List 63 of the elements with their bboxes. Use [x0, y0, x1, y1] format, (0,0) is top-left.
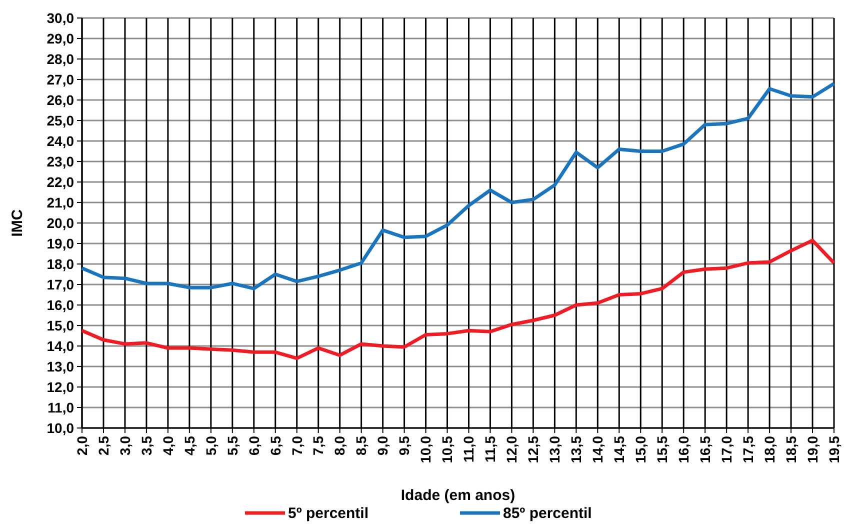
- x-tick-label: 5,5: [224, 436, 240, 456]
- x-tick-label: 11,5: [482, 436, 498, 462]
- y-tick-label: 23,0: [46, 153, 74, 170]
- x-tick-label: 16,5: [696, 436, 713, 464]
- x-tick-label: 19,5: [826, 436, 842, 464]
- legend-label: 5º percentil: [288, 505, 369, 522]
- y-tick-label: 18,0: [46, 256, 74, 272]
- x-tick-label: 13,5: [568, 436, 584, 464]
- x-tick-label: 3,5: [138, 436, 154, 456]
- x-tick-label: 3,0: [116, 436, 133, 456]
- y-tick-label: 26,0: [46, 92, 74, 108]
- x-tick-label: 2,0: [74, 436, 90, 456]
- x-tick-label: 12,5: [525, 436, 542, 464]
- x-tick-label: 8,5: [353, 436, 370, 456]
- x-tick-label: 4,5: [181, 436, 198, 456]
- y-tick-label: 22,0: [46, 174, 74, 190]
- y-axis-title: IMC: [9, 209, 26, 237]
- y-tick-label: 20,0: [46, 214, 74, 231]
- x-tick-label: 18,5: [782, 436, 799, 464]
- x-axis-title: Idade (em anos): [400, 487, 516, 504]
- y-tick-label: 10,0: [46, 420, 74, 436]
- x-tick-label: 5,0: [202, 436, 219, 456]
- x-tick-label: 6,0: [246, 436, 262, 456]
- x-tick-label: 14,5: [611, 436, 628, 464]
- line-series: [80, 82, 836, 290]
- x-tick-label: 18,0: [761, 436, 778, 464]
- y-tick-label: 16,0: [46, 296, 74, 313]
- x-tick-label: 15,0: [632, 436, 649, 464]
- y-tick-label: 19,0: [46, 235, 74, 252]
- x-tick-label: 16,0: [676, 436, 692, 464]
- x-tick-label: 9,0: [374, 436, 391, 456]
- y-tick-label: 25,0: [46, 112, 74, 128]
- y-tick-label: 21,0: [46, 194, 74, 210]
- x-tick-label: 8,0: [332, 436, 348, 456]
- y-tick-label: 28,0: [46, 50, 74, 67]
- x-tick-label: 19,0: [804, 436, 820, 464]
- y-tick-label: 13,0: [46, 358, 74, 374]
- x-tick-label: 7,0: [288, 436, 305, 456]
- x-tick-label: 17,0: [718, 436, 734, 464]
- y-tick-label: 17,0: [46, 276, 74, 292]
- x-tick-label: 10,5: [439, 436, 456, 464]
- x-tick-label: 12,0: [504, 436, 520, 464]
- x-tick-label: 4,0: [160, 436, 176, 456]
- x-tick-label: 11,0: [460, 436, 477, 462]
- y-tick-label: 12,0: [46, 378, 74, 395]
- x-tick-label: 2,5: [95, 436, 112, 456]
- y-tick-label: 27,0: [46, 71, 74, 88]
- x-tick-label: 17,5: [740, 436, 756, 464]
- y-tick-label: 15,0: [46, 317, 74, 334]
- y-tick-label: 14,0: [46, 338, 74, 354]
- y-tick-label: 29,0: [46, 30, 74, 46]
- x-tick-label: 7,5: [310, 436, 326, 456]
- x-tick-label: 10,0: [418, 436, 434, 464]
- x-tick-label: 6,5: [267, 436, 284, 456]
- x-tick-label: 15,5: [654, 436, 670, 464]
- y-tick-label: 11,0: [48, 399, 74, 416]
- x-tick-label: 13,0: [546, 436, 563, 464]
- y-tick-label: 24,0: [46, 132, 74, 149]
- legend-label: 85º percentil: [503, 505, 592, 522]
- line-series: [80, 238, 836, 360]
- x-tick-label: 9,5: [396, 436, 412, 456]
- y-tick-label: 30,0: [46, 10, 74, 26]
- x-tick-label: 14,0: [590, 436, 606, 464]
